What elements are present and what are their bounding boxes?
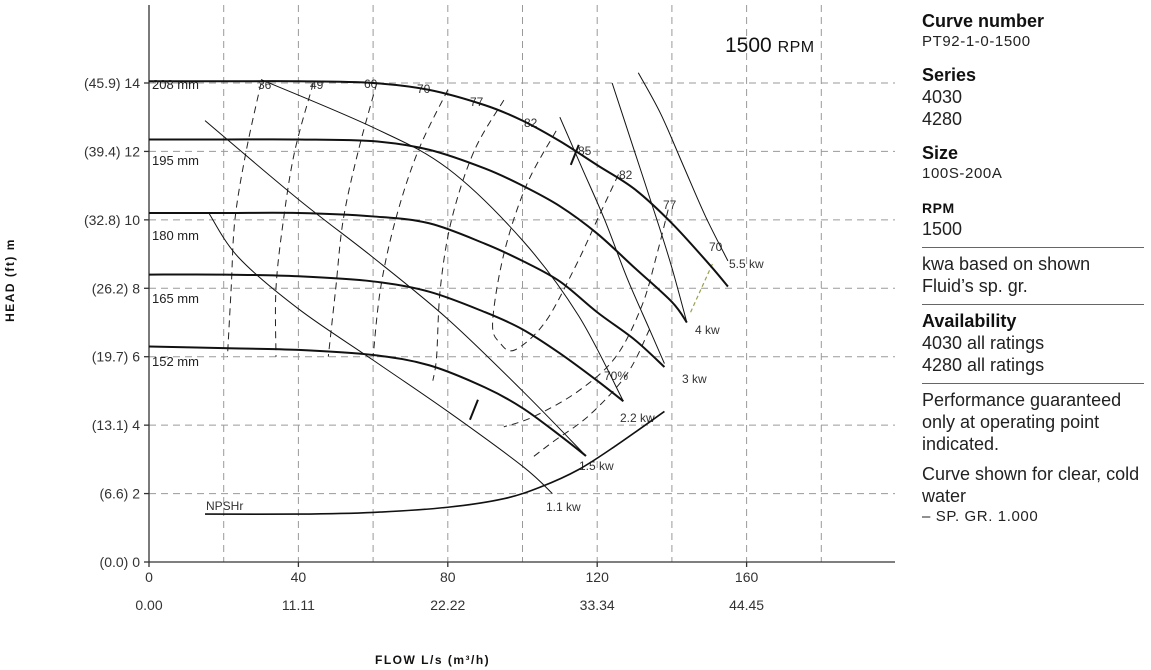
availability-value-1: 4030 all ratings xyxy=(922,333,1045,353)
rpm-title-value: 1500 xyxy=(725,34,778,57)
efficiency-curve xyxy=(274,82,314,357)
efficiency-curve-label: 70% xyxy=(604,369,628,383)
x-secondary-tick-label: 22.22 xyxy=(430,597,465,613)
power-curve-label: 1.1 kw xyxy=(546,500,581,514)
y-tick-label: (19.7) 6 xyxy=(92,349,140,365)
power-curve-label: 3 kw xyxy=(682,372,707,386)
y-tick-label: (26.2) 8 xyxy=(92,280,140,296)
series-value-2: 4280 xyxy=(922,109,963,129)
efficiency-curve-label: 49 xyxy=(310,78,324,92)
efficiency-curve-label: 82 xyxy=(619,168,633,182)
power-curve xyxy=(260,79,624,402)
x-secondary-tick-label: 44.45 xyxy=(729,597,764,613)
x-tick-label: 80 xyxy=(440,569,456,585)
availability-label: Availability xyxy=(922,311,1017,331)
efficiency-curve xyxy=(492,130,621,352)
rpm-title-unit: RPM xyxy=(778,39,815,56)
y-tick-label: (13.1) 4 xyxy=(92,417,140,433)
npshr-curve xyxy=(205,410,665,516)
x-axis-title: FLOW L/s (m³/h) xyxy=(375,653,490,667)
divider xyxy=(922,247,1144,248)
power-curve-label: 2.2 kw xyxy=(620,411,655,425)
performance-note: Performance guaranteed only at operating… xyxy=(922,390,1122,454)
y-axis-title: HEAD (ft) m xyxy=(3,238,17,322)
impeller-diameter-label: 165 mm xyxy=(152,291,199,306)
x-tick-label: 120 xyxy=(586,569,610,585)
power-curve xyxy=(637,72,729,262)
rpm-title: 1500 RPM xyxy=(725,34,815,57)
efficiency-curve xyxy=(432,99,505,381)
power-curve-label: 5.5 kw xyxy=(729,257,764,271)
size-label: Size xyxy=(922,143,959,163)
size-value: 100S-200A xyxy=(922,165,1003,182)
rpm-value: 1500 xyxy=(922,219,963,239)
y-tick-label: (0.0) 0 xyxy=(100,554,141,570)
impeller-diameter-label: 208 mm xyxy=(152,77,199,92)
series-value-1: 4030 xyxy=(922,87,963,107)
efficiency-curve-label: 60 xyxy=(364,77,378,91)
x-tick-label: 0 xyxy=(145,569,153,585)
efficiency-curve-label: 77 xyxy=(663,198,677,212)
kwa-note: kwa based on shown Fluid’s sp. gr. xyxy=(922,254,1091,296)
impeller-head-curve xyxy=(149,211,666,368)
bep-marker xyxy=(469,399,479,421)
efficiency-curve xyxy=(372,89,449,357)
curve-info-panel: Curve number PT92-1-0-1500 Series 4030 4… xyxy=(922,6,1144,527)
x-tick-label: 160 xyxy=(735,569,759,585)
availability-value-2: 4280 all ratings xyxy=(922,355,1045,375)
power-curve-label: 1.5 kw xyxy=(579,459,614,473)
y-tick-label: (39.4) 12 xyxy=(84,143,140,159)
sg-note: – SP. GR. 1.000 xyxy=(922,508,1039,525)
series-label: Series xyxy=(922,65,977,85)
x-secondary-tick-label: 11.11 xyxy=(282,597,315,613)
pump-curve-chart: (0.0) 0 (6.6) 2 (13.1) 4 (19.7) 6 (26.2) 8 (3… xyxy=(3,5,895,667)
efficiency-curve xyxy=(327,82,378,357)
x-secondary-tick-label: 33.34 xyxy=(580,597,615,613)
impeller-head-curve xyxy=(148,273,624,402)
y-tick-label: (6.6) 2 xyxy=(100,486,141,502)
y-tick-label: (32.8) 10 xyxy=(84,212,140,228)
divider xyxy=(922,304,1144,305)
efficiency-curve xyxy=(529,329,650,460)
x-secondary-tick-label: 0.00 xyxy=(135,597,162,613)
npshr-label: NPSHr xyxy=(206,499,243,513)
power-curve xyxy=(204,120,587,457)
water-note: Curve shown for clear, cold water xyxy=(922,464,1140,506)
efficiency-curve xyxy=(503,209,669,428)
bep-marker xyxy=(569,144,580,166)
impeller-diameter-label: 152 mm xyxy=(152,354,199,369)
impeller-head-curve xyxy=(149,80,729,288)
curve-number-label: Curve number xyxy=(922,11,1045,31)
impeller-diameter-label: 180 mm xyxy=(152,228,199,243)
efficiency-curve-label: 36 xyxy=(258,78,272,92)
divider xyxy=(922,383,1144,384)
efficiency-curve xyxy=(226,82,262,357)
impeller-head-curve xyxy=(149,138,688,324)
power-curve xyxy=(611,82,688,323)
curve-number-value: PT92-1-0-1500 xyxy=(922,33,1031,50)
power-curve xyxy=(208,212,553,494)
rpm-label: RPM xyxy=(922,200,955,216)
y-tick-label: (45.9) 14 xyxy=(84,75,140,91)
impeller-head-curve xyxy=(148,345,587,457)
power-curve-label: 4 kw xyxy=(695,323,720,337)
x-tick-label: 40 xyxy=(291,569,307,585)
end-of-curve-line xyxy=(690,262,714,313)
impeller-diameter-label: 195 mm xyxy=(152,153,199,168)
